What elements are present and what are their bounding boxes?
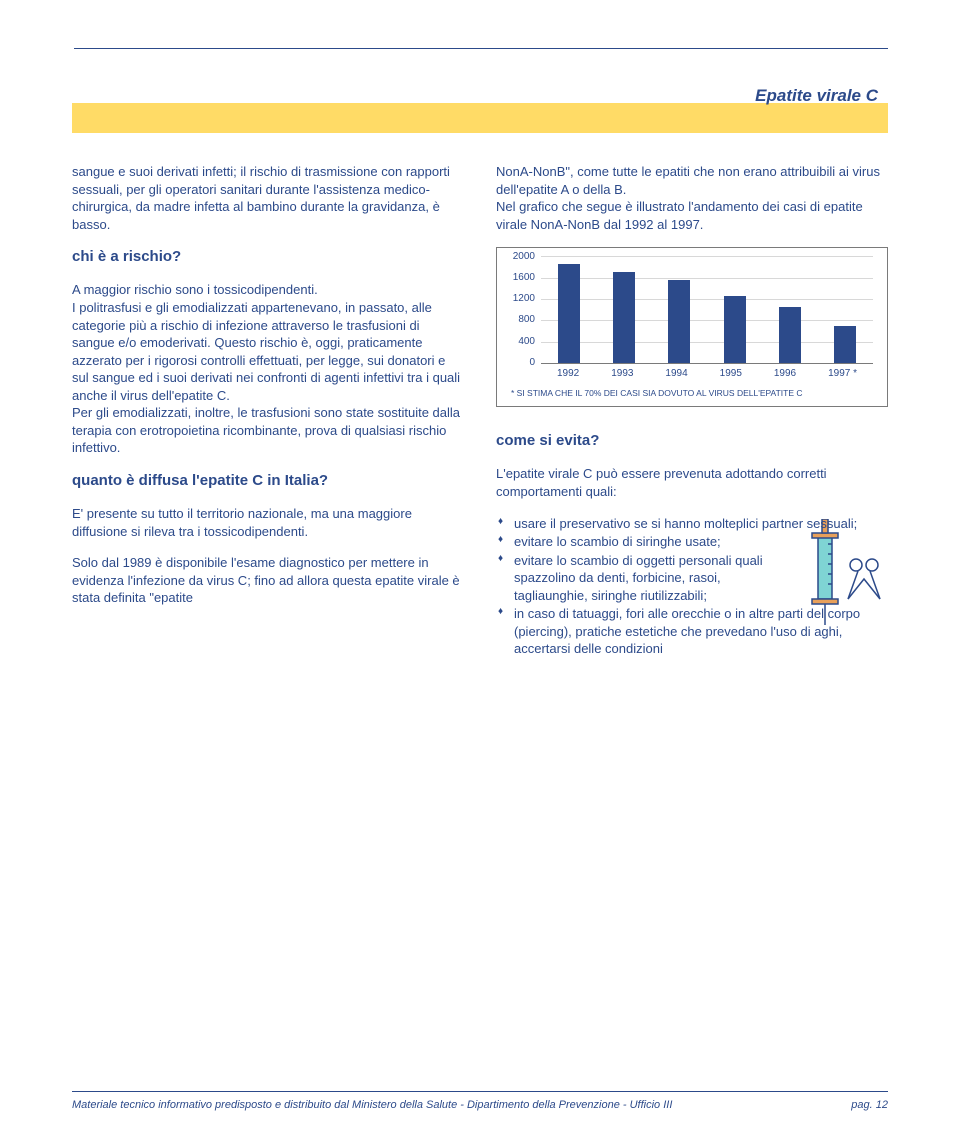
xtick-label: 1996 <box>774 367 796 381</box>
chart-bars <box>541 256 873 363</box>
list-item: evitare lo scambio di siringhe usate; <box>498 533 888 551</box>
chart-y-axis-labels: 2000 1600 1200 800 400 0 <box>505 250 535 369</box>
chart-bar <box>668 280 690 363</box>
para-chi-3: Per gli emodializzati, inoltre, le trasf… <box>72 404 464 457</box>
ytick-label: 0 <box>505 356 535 370</box>
ytick-label: 800 <box>505 313 535 327</box>
chart-container: 2000 1600 1200 800 400 0 1992 1993 1994 … <box>496 247 888 407</box>
para-chi-2: I politrasfusi e gli emodializzati appar… <box>72 299 464 404</box>
intro-paragraph: sangue e suoi derivati infetti; il risch… <box>72 163 464 233</box>
para-right-intro: NonA-NonB", come tutte le epatiti che no… <box>496 163 888 198</box>
ytick-label: 1200 <box>505 292 535 306</box>
chart-bar <box>779 307 801 363</box>
ytick-label: 1600 <box>505 271 535 285</box>
page-footer: Materiale tecnico informativo predispost… <box>72 1091 888 1113</box>
para-quanto-2: Solo dal 1989 è disponibile l'esame diag… <box>72 554 464 607</box>
xtick-label: 1993 <box>611 367 633 381</box>
list-item: evitare lo scambio di oggetti personali … <box>498 552 888 605</box>
para-right-intro2: Nel grafico che segue è illustrato l'and… <box>496 198 888 233</box>
page-title: Epatite virale C <box>755 85 878 108</box>
chart-bar <box>834 326 856 363</box>
heading-chi-rischio: chi è a rischio? <box>72 247 464 267</box>
xtick-label: 1997 * <box>828 367 857 381</box>
heading-quanto-diffusa: quanto è diffusa l'epatite C in Italia? <box>72 471 464 491</box>
top-rule <box>74 48 888 49</box>
chart-bar <box>613 272 635 363</box>
content-columns: sangue e suoi derivati infetti; il risch… <box>72 163 888 659</box>
ytick-label: 400 <box>505 335 535 349</box>
xtick-label: 1994 <box>665 367 687 381</box>
title-bar: Epatite virale C <box>72 103 888 133</box>
bullet-list-wrap: usare il preservativo se si hanno moltep… <box>496 515 888 658</box>
chart-footnote: * SI STIMA CHE IL 70% DEI CASI SIA DOVUT… <box>511 388 877 399</box>
footer-page-number: pag. 12 <box>851 1098 888 1113</box>
xtick-label: 1992 <box>557 367 579 381</box>
heading-come-evita: come si evita? <box>496 431 888 451</box>
ytick-label: 2000 <box>505 250 535 264</box>
list-item: usare il preservativo se si hanno moltep… <box>498 515 888 533</box>
para-quanto-1: E' presente su tutto il territorio nazio… <box>72 505 464 540</box>
prevention-bullet-list: usare il preservativo se si hanno moltep… <box>496 515 888 658</box>
footer-rule <box>72 1091 888 1092</box>
left-column: sangue e suoi derivati infetti; il risch… <box>72 163 464 659</box>
chart-plot-area: 2000 1600 1200 800 400 0 <box>541 256 873 364</box>
list-item: in caso di tatuaggi, fori alle orecchie … <box>498 605 888 658</box>
chart-x-axis-labels: 1992 1993 1994 1995 1996 1997 * <box>541 364 873 381</box>
xtick-label: 1995 <box>720 367 742 381</box>
right-column: NonA-NonB", come tutte le epatiti che no… <box>496 163 888 659</box>
chart-bar <box>724 296 746 363</box>
footer-credits: Materiale tecnico informativo predispost… <box>72 1098 672 1113</box>
chart-bar <box>558 264 580 363</box>
para-come: L'epatite virale C può essere prevenuta … <box>496 465 888 500</box>
para-chi-1: A maggior rischio sono i tossicodipenden… <box>72 281 464 299</box>
